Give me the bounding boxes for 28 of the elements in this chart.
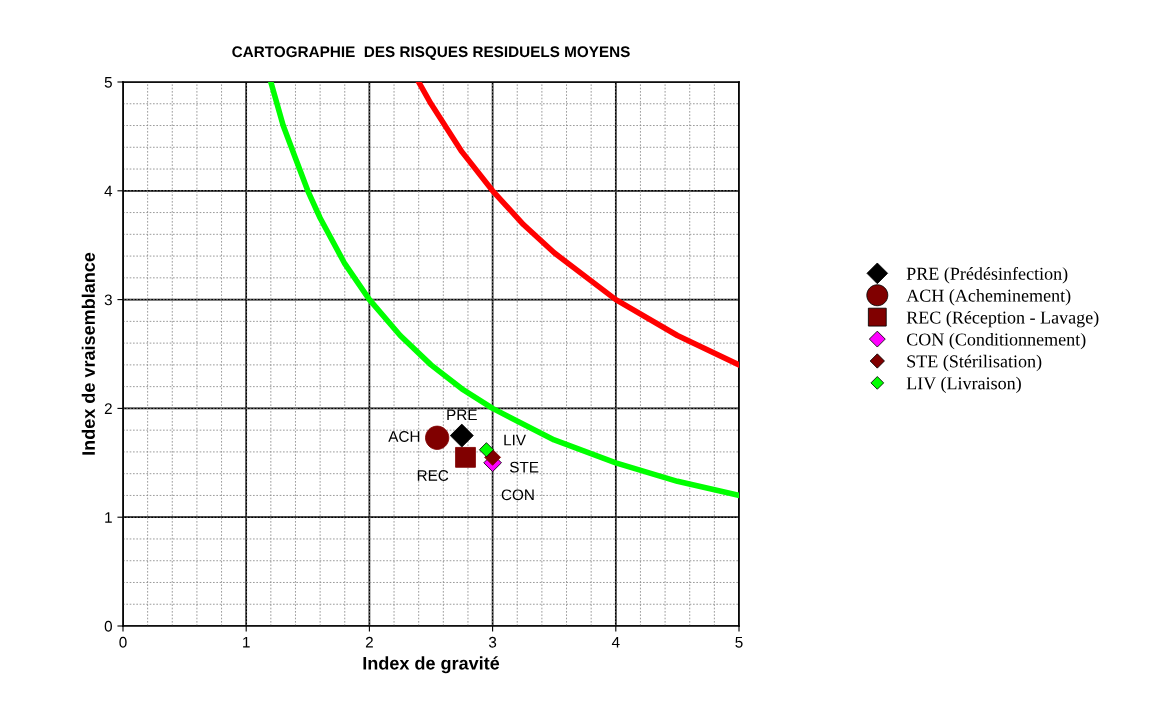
annotation: STE bbox=[509, 461, 539, 473]
legend-label: STE (Stérilisation) bbox=[907, 354, 1042, 372]
y-tick-label: 0 bbox=[104, 620, 112, 632]
x-tick-label: 2 bbox=[365, 636, 373, 648]
legend-label: ACH (Acheminement) bbox=[906, 289, 1071, 306]
annotation: ACH bbox=[388, 431, 420, 442]
annotation: CON bbox=[501, 489, 534, 501]
legend-label: REC (Réception - Lavage) bbox=[906, 310, 1099, 328]
x-tick-label: 4 bbox=[611, 636, 620, 648]
chart-title: CARTOGRAPHIE DES RISQUES RESIDUELS MOYENS bbox=[232, 46, 630, 61]
annotation: REC bbox=[417, 470, 449, 481]
annotation: PRE bbox=[447, 409, 477, 421]
y-axis-title: Index de vraisemblance bbox=[81, 252, 95, 455]
x-axis-title: Index de gravité bbox=[363, 656, 500, 674]
legend-label: LIV (Livraison) bbox=[906, 376, 1021, 394]
y-tick-label: 5 bbox=[104, 77, 112, 88]
x-tick-label: 1 bbox=[243, 636, 250, 648]
annotation: LIV bbox=[504, 434, 526, 446]
x-tick-label: 5 bbox=[735, 636, 743, 648]
y-tick-label: 3 bbox=[104, 294, 112, 306]
x-tick-label: 3 bbox=[488, 636, 497, 648]
y-tick-label: 2 bbox=[104, 403, 112, 414]
legend-label: PRE (Prédésinfection) bbox=[906, 266, 1068, 284]
y-tick-label: 4 bbox=[104, 185, 113, 197]
legend-label: CON (Conditionnement) bbox=[906, 332, 1086, 350]
x-tick-label: 0 bbox=[119, 636, 127, 648]
y-tick-label: 1 bbox=[105, 512, 112, 523]
point bbox=[449, 423, 474, 448]
